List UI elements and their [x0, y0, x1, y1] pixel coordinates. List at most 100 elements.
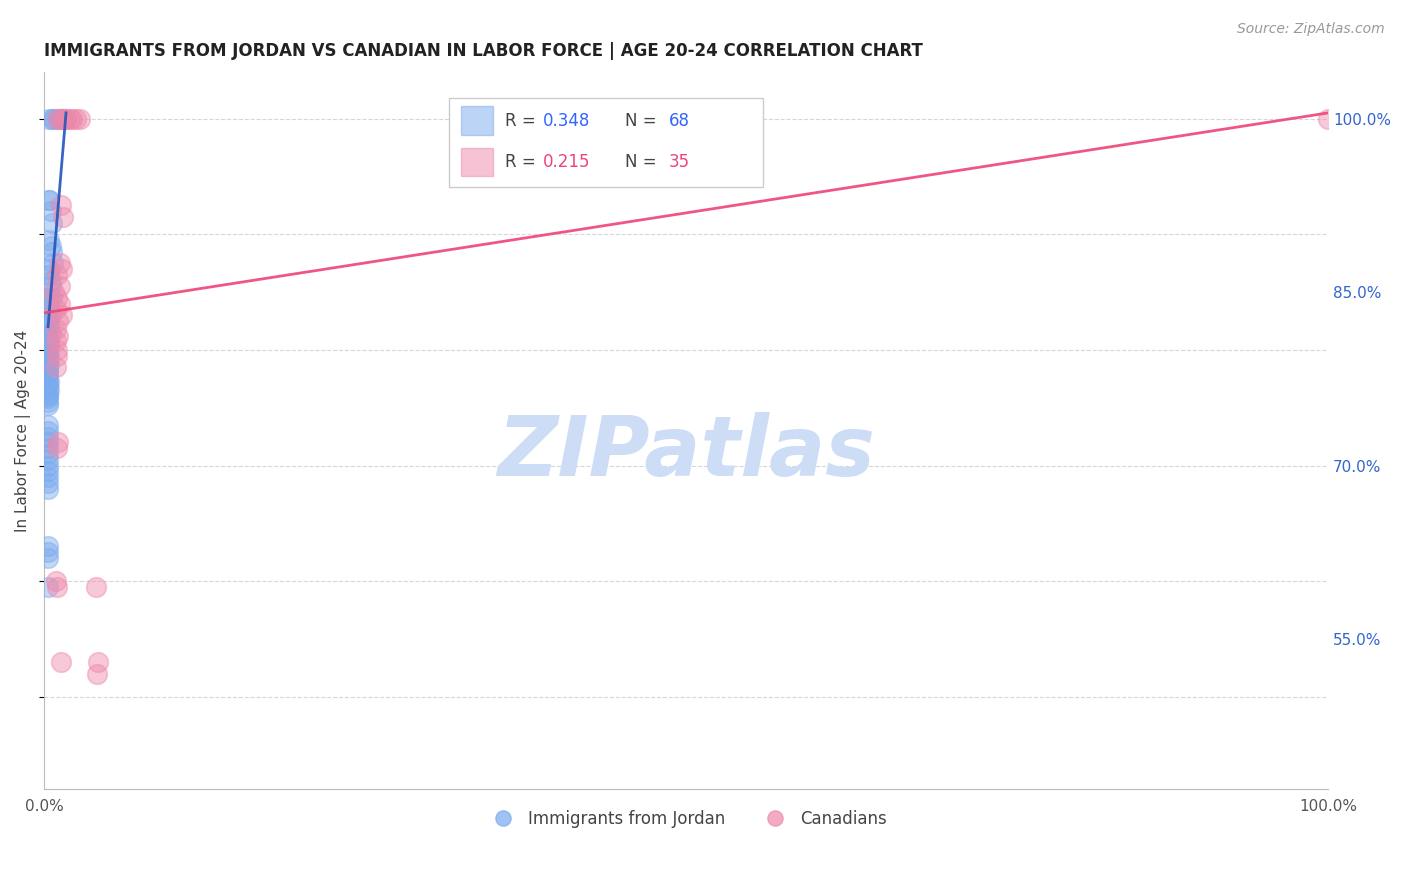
Point: [37, 464, 59, 478]
Point: [37, 368, 59, 383]
Point: [45, 574, 67, 588]
Point: [46, 441, 69, 455]
Point: [37, 441, 59, 455]
Point: [52, 112, 75, 126]
Point: [37, 327, 59, 342]
Point: [37, 435, 59, 450]
Point: [42, 256, 65, 270]
Point: [65, 112, 87, 126]
Point: [45, 322, 67, 336]
Point: [37, 447, 59, 461]
Point: [37, 418, 59, 433]
Point: [38, 193, 60, 207]
Text: Source: ZipAtlas.com: Source: ZipAtlas.com: [1237, 22, 1385, 37]
Point: [37, 360, 59, 375]
Y-axis label: In Labor Force | Age 20-24: In Labor Force | Age 20-24: [15, 330, 31, 532]
Point: [46, 268, 69, 282]
Point: [37, 540, 59, 554]
Point: [44, 112, 66, 126]
Point: [39, 326, 62, 340]
Point: [39, 308, 62, 322]
Point: [37, 580, 59, 594]
Point: [38, 112, 60, 126]
Point: [37, 395, 59, 409]
Point: [37, 482, 59, 496]
Point: [37, 470, 59, 484]
Point: [39, 279, 62, 293]
Point: [37, 398, 59, 412]
Point: [1317, 112, 1340, 126]
Point: [41, 244, 63, 259]
Point: [39, 239, 62, 253]
Point: [45, 360, 67, 375]
Point: [37, 377, 59, 392]
Point: [86, 666, 108, 681]
Point: [38, 302, 60, 317]
Point: [69, 112, 91, 126]
Point: [37, 452, 59, 467]
Point: [37, 458, 59, 473]
Point: [46, 314, 69, 328]
Point: [46, 329, 69, 343]
Point: [37, 392, 59, 406]
Text: ZIPatlas: ZIPatlas: [498, 412, 875, 492]
Point: [46, 291, 69, 305]
Point: [46, 343, 69, 357]
Point: [38, 319, 60, 334]
Point: [37, 351, 59, 365]
Point: [38, 262, 60, 277]
Point: [37, 380, 59, 394]
Point: [37, 424, 59, 438]
Point: [52, 112, 75, 126]
Point: [45, 334, 67, 348]
Point: [37, 354, 59, 368]
Point: [84, 580, 107, 594]
Point: [37, 331, 59, 345]
Point: [48, 296, 70, 310]
Point: [37, 545, 59, 559]
Point: [41, 291, 63, 305]
Legend: Immigrants from Jordan, Canadians: Immigrants from Jordan, Canadians: [479, 804, 893, 835]
Point: [59, 112, 82, 126]
Point: [45, 302, 67, 317]
Point: [37, 345, 59, 359]
Point: [37, 310, 59, 325]
Point: [37, 429, 59, 443]
Point: [52, 210, 75, 224]
Point: [37, 475, 59, 490]
Point: [38, 334, 60, 348]
Point: [49, 112, 72, 126]
Point: [87, 655, 110, 669]
Point: [37, 343, 59, 357]
Point: [55, 112, 77, 126]
Point: [37, 372, 59, 386]
Point: [38, 268, 60, 282]
Point: [62, 112, 84, 126]
Point: [46, 580, 69, 594]
Point: [37, 389, 59, 403]
Point: [38, 384, 60, 398]
Text: IMMIGRANTS FROM JORDAN VS CANADIAN IN LABOR FORCE | AGE 20-24 CORRELATION CHART: IMMIGRANTS FROM JORDAN VS CANADIAN IN LA…: [44, 42, 924, 60]
Point: [38, 349, 60, 363]
Point: [49, 198, 72, 212]
Point: [48, 256, 70, 270]
Point: [51, 262, 73, 277]
Point: [38, 376, 60, 390]
Point: [38, 357, 60, 371]
Point: [39, 204, 62, 219]
Point: [48, 279, 70, 293]
Point: [44, 285, 66, 299]
Point: [38, 314, 60, 328]
Point: [37, 551, 59, 566]
Point: [38, 193, 60, 207]
Point: [46, 112, 69, 126]
Point: [55, 112, 77, 126]
Point: [49, 112, 72, 126]
Point: [38, 338, 60, 352]
Point: [46, 112, 69, 126]
Point: [37, 364, 59, 378]
Point: [38, 233, 60, 247]
Point: [41, 112, 63, 126]
Point: [37, 291, 59, 305]
Point: [49, 655, 72, 669]
